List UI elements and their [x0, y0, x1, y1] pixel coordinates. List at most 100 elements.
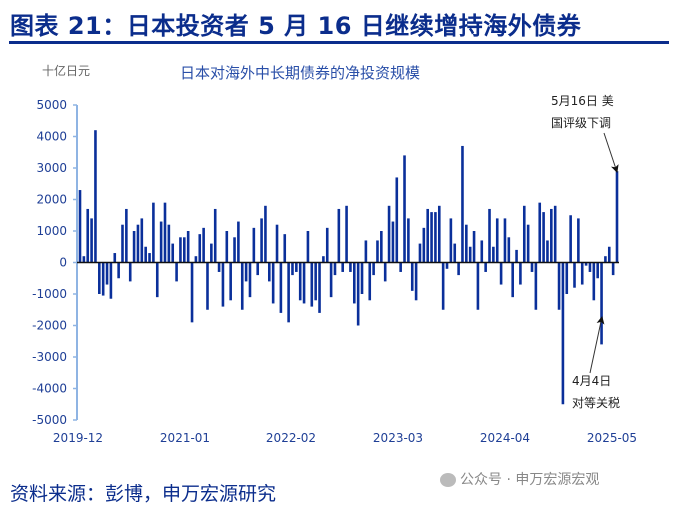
bar [565, 262, 569, 294]
bar [561, 262, 565, 405]
bar [186, 231, 190, 263]
bar [194, 256, 198, 263]
bar [391, 221, 395, 263]
bar [484, 262, 487, 272]
annotation-line1: 5月16日 美 [551, 94, 614, 108]
bar [364, 240, 368, 263]
title-divider [9, 41, 669, 44]
y-tick-label: 2000 [36, 193, 67, 207]
watermark: 公众号 · 申万宏源宏观 [440, 469, 599, 489]
bar [229, 262, 232, 301]
bar [198, 234, 202, 263]
bar [279, 262, 283, 313]
bar [306, 231, 310, 263]
bar [461, 145, 464, 263]
bar [256, 262, 260, 276]
bar [407, 218, 410, 263]
bar [573, 262, 576, 288]
annotation-arrow [589, 316, 605, 374]
bar [271, 262, 275, 304]
bar [221, 262, 225, 307]
bar [604, 256, 607, 263]
bar [445, 262, 449, 269]
bar [337, 208, 341, 263]
bar [179, 237, 182, 263]
bar [542, 212, 545, 263]
bar [210, 243, 213, 263]
x-tick-label: 2025-05 [587, 431, 637, 445]
bar [121, 224, 124, 263]
bar [615, 171, 619, 263]
bar [310, 262, 314, 307]
bar [291, 262, 294, 276]
bar [175, 262, 178, 282]
bar [480, 240, 484, 263]
bar [430, 212, 433, 263]
bar [140, 218, 144, 263]
figure-title: 图表 21：日本投资者 5 月 16 日继续增持海外债券 [10, 12, 582, 40]
bar [376, 240, 379, 263]
bar [183, 237, 186, 263]
bar [101, 262, 105, 296]
bar [244, 262, 248, 282]
bar [434, 212, 437, 263]
bar [395, 177, 399, 263]
y-tick-label: -3000 [32, 350, 67, 364]
bar [325, 227, 329, 263]
bar [600, 262, 603, 345]
bar [492, 246, 495, 263]
bar [136, 224, 140, 263]
bar [318, 262, 321, 313]
bar [372, 262, 375, 276]
bar [125, 208, 128, 263]
bar [515, 249, 518, 263]
bar [113, 253, 117, 263]
x-tick-label: 2021-01 [160, 431, 210, 445]
bar [526, 224, 530, 263]
bar [418, 243, 422, 263]
bar [190, 262, 194, 323]
bar [167, 224, 171, 263]
bar [264, 205, 267, 263]
bar [233, 237, 236, 263]
bar [159, 221, 163, 263]
bar [171, 243, 175, 263]
y-tick-label: -2000 [32, 319, 67, 333]
bar [109, 262, 113, 299]
annotation-arrow [603, 132, 619, 173]
bar [298, 262, 302, 301]
y-tick-label: 3000 [36, 161, 67, 175]
y-tick-label: 1000 [36, 224, 67, 238]
bar [260, 218, 263, 263]
bar [383, 262, 387, 282]
bar [441, 262, 445, 310]
bar [584, 262, 588, 266]
bar [422, 227, 426, 263]
bar [387, 205, 391, 263]
bar [329, 262, 333, 298]
bar [588, 262, 592, 272]
bar [472, 231, 476, 263]
bar [538, 202, 542, 263]
bar [557, 262, 561, 310]
annotation-line2: 国评级下调 [551, 116, 611, 130]
wechat-icon [440, 473, 456, 487]
bar [82, 256, 86, 263]
x-tick-label: 2019-12 [53, 431, 103, 445]
bar [349, 262, 352, 272]
y-tick-label: -4000 [32, 382, 67, 396]
bar [302, 262, 306, 304]
bar [240, 262, 244, 310]
bar [202, 227, 205, 263]
bar [356, 262, 360, 326]
bar [468, 246, 472, 263]
bar [426, 208, 429, 263]
bar [596, 262, 599, 279]
bar [499, 262, 503, 285]
bar [522, 205, 526, 263]
bar [94, 130, 97, 263]
bar [488, 208, 491, 263]
bar [414, 262, 418, 301]
bar [275, 224, 279, 263]
